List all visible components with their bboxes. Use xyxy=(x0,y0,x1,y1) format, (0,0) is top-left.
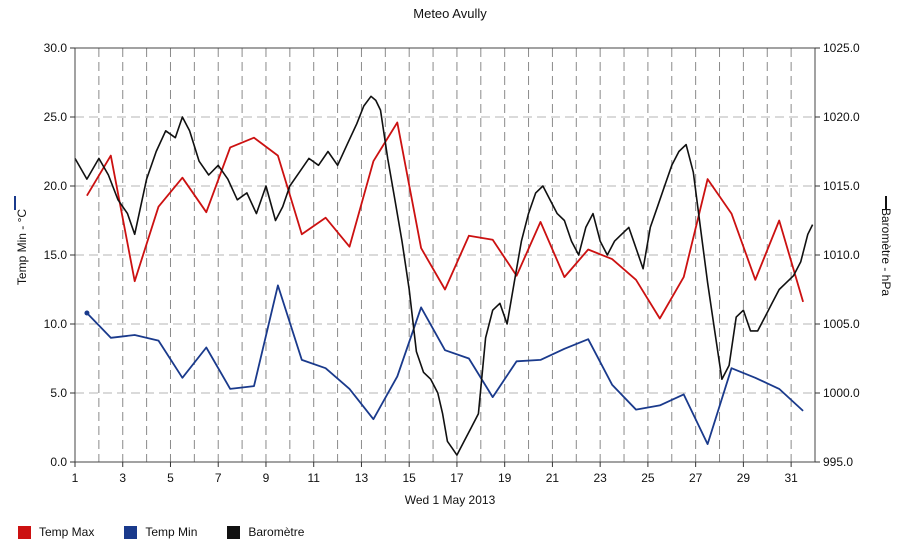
legend-swatch-temp-max xyxy=(18,525,31,539)
left-tick-label: 10.0 xyxy=(44,317,68,331)
right-tick-label: 1010.0 xyxy=(823,248,860,262)
left-axis-label: Temp Min - °C xyxy=(15,208,29,286)
right-axis-label: Baromètre - hPa xyxy=(879,207,893,297)
series-line-temp-max xyxy=(86,121,804,320)
left-tick-label: 25.0 xyxy=(44,110,68,124)
legend-label-barometre: Baromètre xyxy=(248,525,305,539)
x-tick-label: 17 xyxy=(450,471,464,485)
x-tick-label: 13 xyxy=(355,471,369,485)
legend-item-barometre: Baromètre xyxy=(227,525,304,539)
series-line-barom-tre xyxy=(74,95,814,456)
right-tick-label: 1020.0 xyxy=(823,110,860,124)
axis-layer: 0.0 5.0 10.0 15.0 20.0 25.0 30.0 995.0 1000.0 100… xyxy=(14,41,887,485)
x-tick-label: 21 xyxy=(546,471,560,485)
legend-item-temp-max: Temp Max xyxy=(18,525,94,539)
x-tick-label: 15 xyxy=(403,471,417,485)
x-tick-label: 9 xyxy=(263,471,270,485)
left-tick-label: 15.0 xyxy=(44,248,68,262)
legend-swatch-barometre xyxy=(227,525,241,539)
series-layer xyxy=(74,95,814,456)
right-tick-label: 995.0 xyxy=(823,455,853,469)
x-tick-label: 3 xyxy=(119,471,126,485)
x-tick-label: 27 xyxy=(689,471,703,485)
x-tick-label: 1 xyxy=(72,471,79,485)
right-tick-label: 1005.0 xyxy=(823,317,860,331)
right-tick-label: 1025.0 xyxy=(823,41,860,55)
left-tick-label: 5.0 xyxy=(50,386,67,400)
legend-label-temp-min: Temp Min xyxy=(145,525,198,539)
x-tick-label: 29 xyxy=(737,471,751,485)
left-tick-label: 0.0 xyxy=(50,455,67,469)
x-tick-label: 11 xyxy=(307,471,320,485)
legend-label-temp-max: Temp Max xyxy=(39,525,95,539)
series-line-temp-min xyxy=(86,284,804,446)
left-tick-label: 20.0 xyxy=(44,179,68,193)
right-tick-label: 1015.0 xyxy=(823,179,860,193)
left-tick-label: 30.0 xyxy=(44,41,68,55)
temp-min-start-marker xyxy=(84,310,90,316)
x-axis-label: Wed 1 May 2013 xyxy=(404,493,496,507)
x-tick-label: 7 xyxy=(215,471,222,485)
x-tick-label: 31 xyxy=(784,471,798,485)
x-tick-label: 19 xyxy=(498,471,512,485)
chart-title: Meteo Avully xyxy=(413,6,487,21)
legend: Temp Max Temp Min Baromètre xyxy=(18,525,304,539)
x-tick-label: 23 xyxy=(593,471,607,485)
legend-item-temp-min: Temp Min xyxy=(124,525,197,539)
legend-swatch-temp-min xyxy=(124,525,138,539)
x-tick-label: 5 xyxy=(167,471,174,485)
right-tick-label: 1000.0 xyxy=(823,386,860,400)
x-tick-label: 25 xyxy=(641,471,655,485)
